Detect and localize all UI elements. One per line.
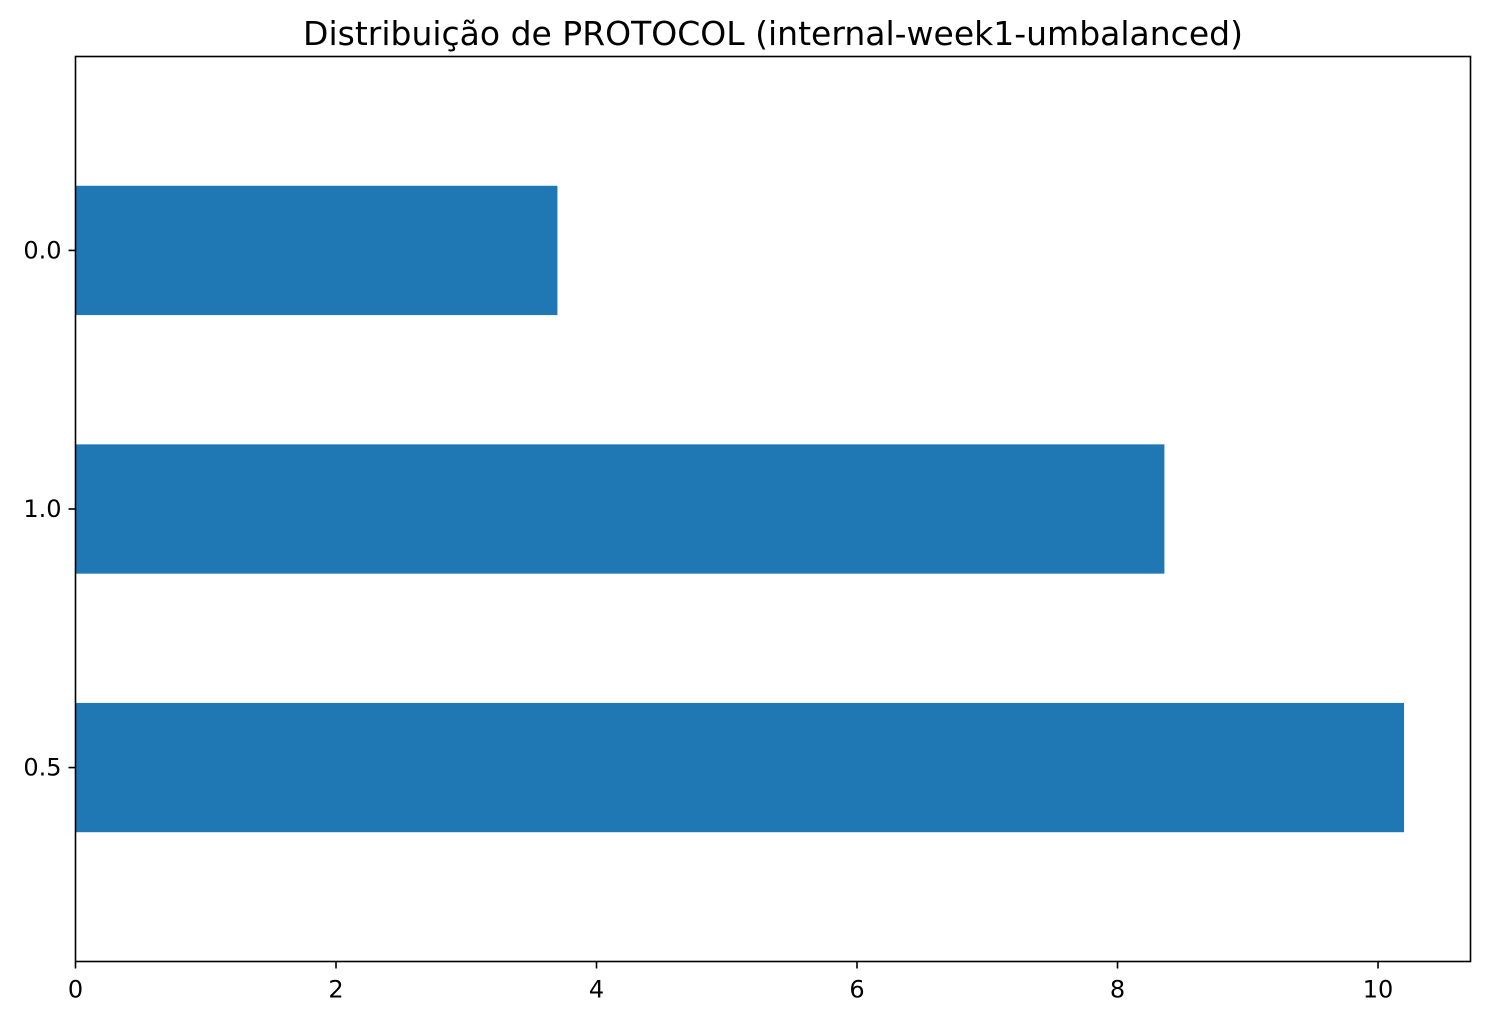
y-axis: 0.0 1.0 0.5 xyxy=(23,236,76,782)
bar-0.5 xyxy=(75,702,1405,833)
x-tick-label: 0 xyxy=(68,976,83,1004)
y-tick-label: 0.5 xyxy=(23,754,61,782)
x-tick-label: 10 xyxy=(1363,976,1394,1004)
x-tick-label: 8 xyxy=(1110,976,1125,1004)
chart-title: Distribuição de PROTOCOL (internal-week1… xyxy=(303,14,1243,53)
bar-0.0 xyxy=(75,185,558,316)
x-axis: 0 2 4 6 8 10 xyxy=(68,961,1394,1004)
y-tick-label: 0.0 xyxy=(23,236,61,264)
x-tick-label: 2 xyxy=(328,976,343,1004)
bar-1.0 xyxy=(75,444,1165,574)
x-tick-label: 4 xyxy=(589,976,604,1004)
bars-group xyxy=(75,185,1405,833)
x-tick-label: 6 xyxy=(849,976,864,1004)
y-tick-label: 1.0 xyxy=(23,495,61,523)
